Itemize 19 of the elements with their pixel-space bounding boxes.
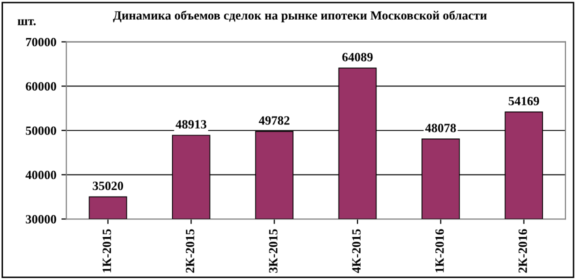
- y-tick-label: 50000: [26, 126, 56, 135]
- y-tick-label: 40000: [26, 170, 56, 180]
- data-label: 48913: [176, 120, 206, 129]
- data-label: 49782: [258, 116, 290, 125]
- x-tick-label: 3К-2015: [269, 229, 278, 273]
- y-tick-label: 30000: [26, 215, 56, 224]
- y-axis-title: шт.: [18, 19, 36, 26]
- chart-title: Динамика объемов сделок на рынке ипотеки Московской области: [113, 10, 487, 22]
- data-label: 35020: [92, 182, 124, 190]
- x-tick-label: 1К-2016: [435, 229, 444, 272]
- y-tick-label: 70000: [26, 38, 56, 46]
- y-tick-label: 60000: [26, 82, 56, 91]
- x-tick-label: 2К-2015: [186, 229, 194, 273]
- data-label: 54169: [508, 96, 540, 106]
- data-label: 64089: [342, 52, 373, 62]
- x-tick-label: 2К-2016: [518, 229, 527, 273]
- data-label: 48078: [425, 124, 456, 132]
- x-tick-label: 1К-2015: [102, 229, 112, 272]
- x-tick-label: 4К-2015: [352, 229, 361, 274]
